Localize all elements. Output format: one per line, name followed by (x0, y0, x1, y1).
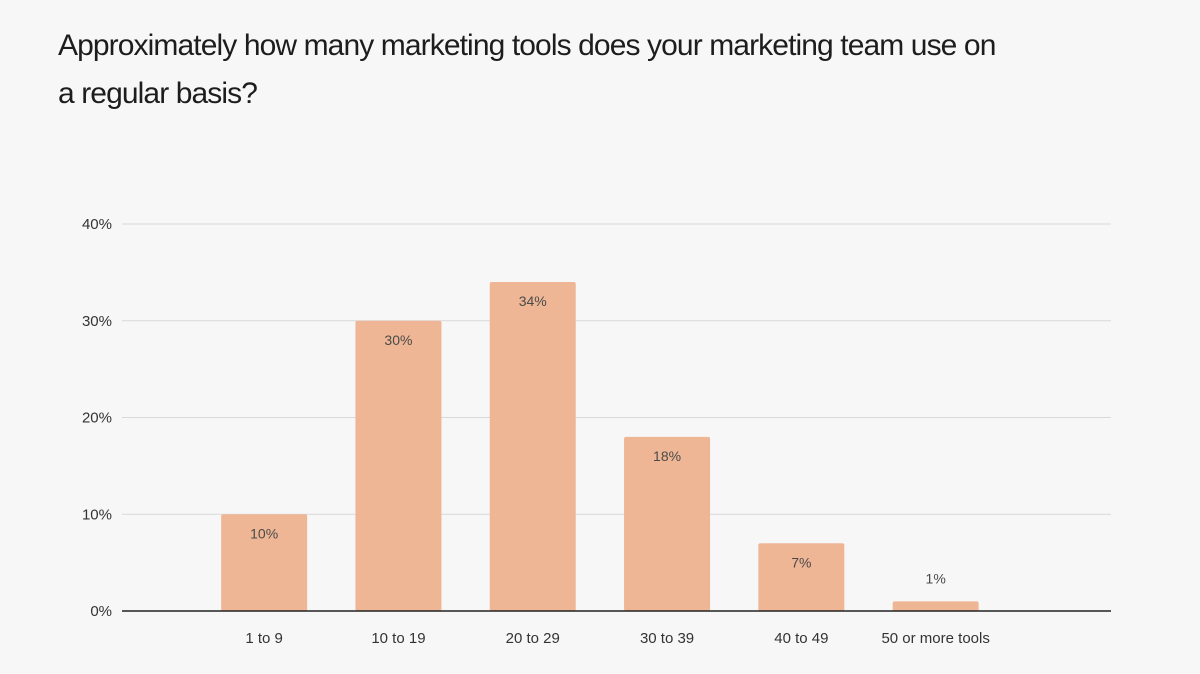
bar-1 (221, 514, 308, 611)
bars (221, 282, 979, 611)
y-tick-label: 20% (82, 410, 112, 427)
y-axis-ticks: 0% 10% 20% 30% 40% (82, 216, 112, 620)
y-tick-label: 40% (82, 216, 112, 233)
bar-4 (624, 436, 711, 611)
x-tick-label: 1 to 9 (245, 630, 283, 647)
bar-2 (355, 320, 442, 611)
data-label: 1% (926, 570, 946, 586)
bar-5 (758, 543, 845, 611)
bar-6 (892, 601, 979, 611)
data-label: 7% (791, 554, 811, 570)
bar-3 (489, 282, 576, 611)
data-label: 18% (653, 448, 681, 464)
gridlines (122, 223, 1111, 515)
y-tick-label: 10% (82, 506, 112, 523)
y-tick-label: 0% (90, 603, 112, 620)
y-tick-label: 30% (82, 313, 112, 330)
data-label: 34% (519, 293, 547, 309)
x-tick-label: 30 to 39 (640, 630, 694, 647)
x-axis-ticks: 1 to 9 10 to 19 20 to 29 30 to 39 40 to 49 50… (245, 630, 989, 647)
data-label: 30% (384, 332, 412, 348)
x-tick-label: 50 or more tools (881, 630, 989, 647)
x-tick-label: 20 to 29 (506, 630, 560, 647)
chart-title: Approximately how many marketing tools d… (58, 29, 996, 110)
x-tick-label: 10 to 19 (371, 630, 425, 647)
data-label: 10% (250, 525, 278, 541)
data-labels: 10% 30% 34% 18% 7% 1% (250, 293, 946, 586)
x-tick-label: 40 to 49 (774, 630, 828, 647)
